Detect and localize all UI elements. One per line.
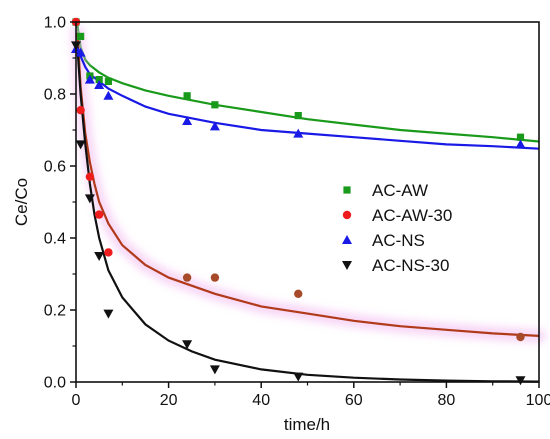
data-points	[71, 17, 526, 386]
point-ac-aw-8	[516, 133, 525, 141]
point-ac-ns-7	[293, 128, 304, 138]
point-ac-ns-6	[209, 121, 220, 131]
point-ac-ns-2	[84, 74, 95, 84]
y-tick-label-3: 0.6	[44, 159, 66, 176]
legend-label-ac-ns: AC-NS	[372, 231, 425, 250]
legend-marker-ac-ns	[342, 235, 352, 244]
point-ac-ns-1	[75, 47, 86, 57]
legend-label-ac-aw: AC-AW	[372, 181, 428, 200]
point-ac-aw-7	[294, 112, 302, 120]
y-tick-label-1: 0.2	[44, 303, 66, 320]
point-ac-ns-30-2	[84, 194, 95, 204]
x-tick-label-3: 60	[345, 392, 363, 409]
point-ac-ns-8	[515, 139, 526, 149]
point-ac-aw-1	[77, 32, 85, 40]
point-ac-aw-4	[104, 77, 113, 85]
point-ac-aw-30-3	[94, 210, 104, 219]
point-ac-ns-30-5	[182, 340, 193, 350]
point-ac-ns-5	[182, 116, 193, 125]
legend-marker-ac-aw-30	[342, 210, 352, 220]
x-tick-label-5: 100	[526, 392, 550, 409]
point-ac-aw-6	[211, 101, 219, 109]
legend-label-ac-aw-30: AC-AW-30	[372, 206, 452, 225]
axis-ticks: 0 20 40 60 80 100 0.0 0.2 0.4 0.6 0.8 1.0	[44, 15, 550, 410]
fit-curve-ac-aw-30	[76, 32, 540, 337]
point-ac-ns-30-1	[75, 140, 86, 150]
point-ac-aw-3	[95, 76, 103, 84]
point-ac-ns-30-6	[209, 365, 220, 375]
legend: AC-AW AC-AW-30 AC-NS AC-NS-30	[342, 181, 452, 275]
point-ac-ns-3	[94, 80, 105, 89]
y-axis-title: Ce/Co	[12, 178, 31, 226]
fit-curve-ac-aw	[76, 25, 540, 143]
legend-marker-ac-aw	[343, 186, 351, 194]
point-ac-ns-4	[103, 90, 114, 100]
x-tick-label-2: 40	[252, 392, 270, 409]
point-ac-aw-30-2	[85, 172, 95, 181]
point-ac-ns-30-8	[515, 376, 526, 386]
point-ac-ns-30-4	[103, 309, 114, 319]
y-tick-label-5: 1.0	[44, 15, 66, 32]
fit-curve-ac-ns-30	[76, 47, 540, 383]
point-ac-ns-30-7	[293, 372, 304, 382]
y-tick-label-4: 0.8	[44, 87, 66, 104]
point-ac-aw-30-4	[104, 248, 113, 257]
fit-halo-ac-aw-30	[70, 25, 546, 343]
point-ac-aw-30-6	[210, 273, 220, 282]
legend-marker-ac-ns-30	[342, 261, 352, 270]
legend-label-ac-ns-30: AC-NS-30	[372, 256, 449, 275]
fit-curve-ac-ns	[76, 46, 540, 150]
y-tick-label-0: 0.0	[44, 375, 66, 392]
point-ac-ns-30-3	[94, 252, 105, 261]
point-ac-aw-30-5	[182, 273, 192, 282]
x-tick-label-0: 0	[72, 392, 81, 409]
point-ac-aw-5	[183, 92, 191, 100]
point-ac-aw-30-7	[294, 289, 303, 298]
x-tick-label-4: 80	[438, 392, 456, 409]
fit-curves	[70, 25, 546, 383]
x-axis-title: time/h	[284, 415, 330, 434]
point-ac-aw-30-1	[76, 106, 85, 115]
y-tick-label-2: 0.4	[44, 231, 66, 248]
x-tick-label-1: 20	[160, 392, 178, 409]
point-ac-aw-30-8	[516, 332, 525, 342]
